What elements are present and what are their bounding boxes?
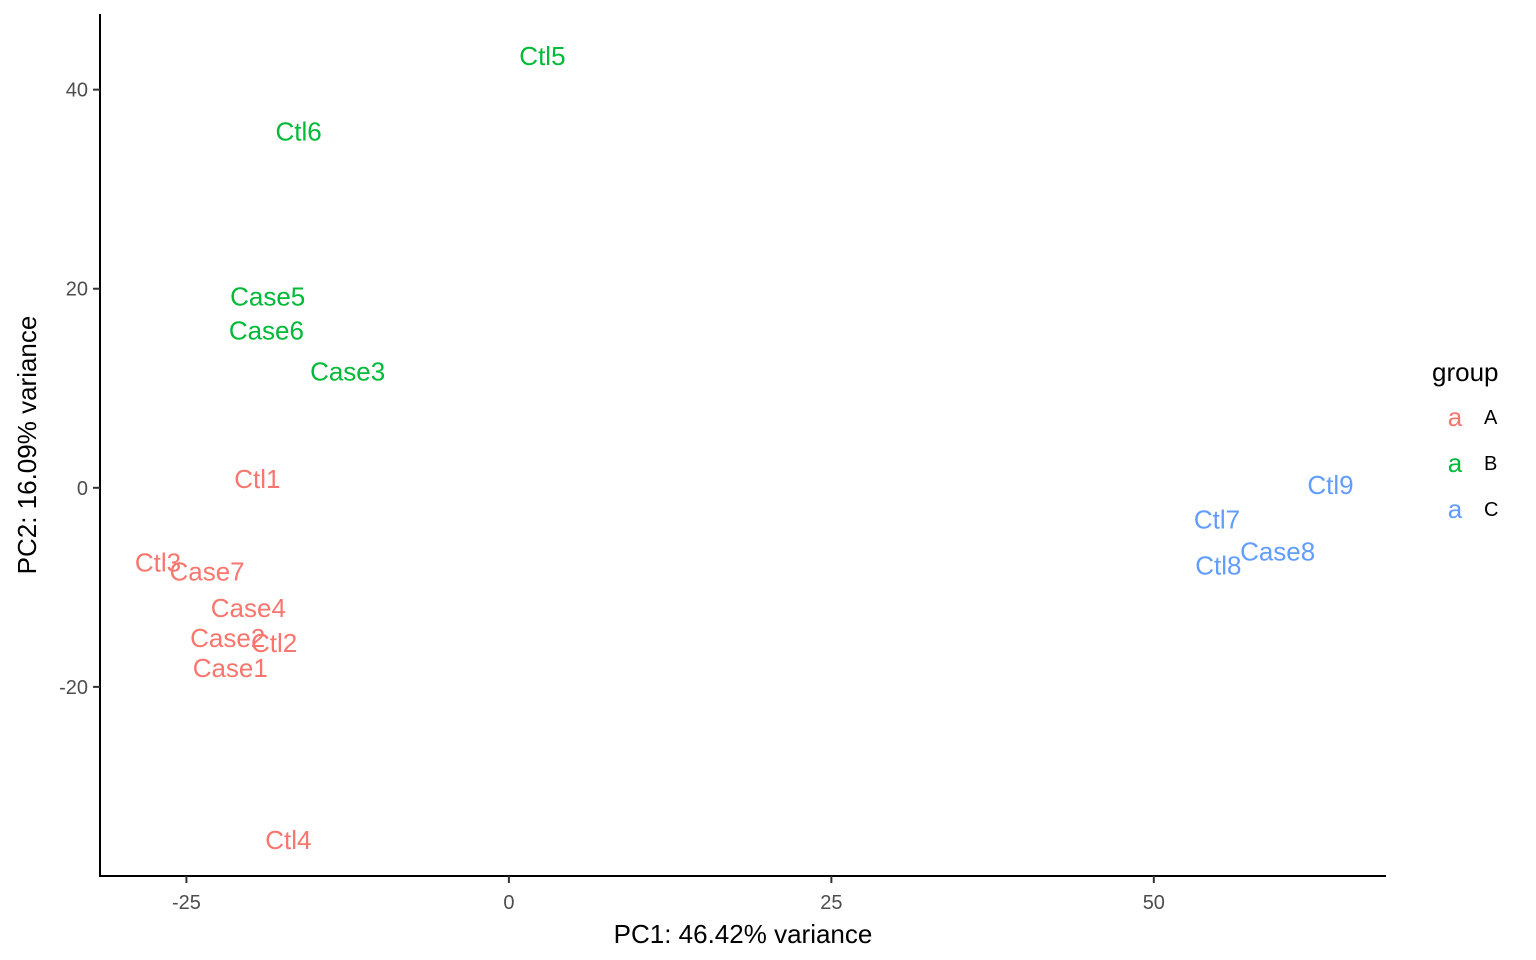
point-label-case2: Case2 — [190, 623, 265, 653]
y-tick-label: 40 — [66, 80, 88, 102]
legend: group a Aa Ba C — [1432, 357, 1499, 524]
point-label-ctl8: Ctl8 — [1195, 550, 1241, 580]
point-label-ctl2: Ctl2 — [251, 628, 297, 658]
point-label-case8: Case8 — [1240, 537, 1315, 567]
x-ticks: -25 0 25 50 — [172, 876, 1165, 914]
x-tick-label: -25 — [172, 892, 201, 914]
y-tick-label: 20 — [66, 279, 88, 301]
legend-key-c: a — [1448, 494, 1463, 524]
y-axis-title: PC2: 16.09% variance — [12, 316, 42, 575]
point-label-ctl1: Ctl1 — [234, 464, 280, 494]
x-tick-label: 25 — [820, 892, 842, 914]
point-label-case5: Case5 — [230, 282, 305, 312]
legend-label-a: A — [1484, 407, 1498, 429]
legend-entries: a Aa Ba C — [1448, 402, 1499, 524]
point-label-ctl3: Ctl3 — [135, 547, 181, 577]
point-label-ctl6: Ctl6 — [276, 116, 322, 146]
axes — [99, 14, 1386, 877]
point-label-case4: Case4 — [211, 593, 286, 623]
point-label-ctl9: Ctl9 — [1307, 470, 1353, 500]
legend-label-b: B — [1484, 453, 1497, 475]
point-label-case1: Case1 — [193, 653, 268, 683]
legend-key-b: a — [1448, 448, 1463, 478]
x-axis-title: PC1: 46.42% variance — [614, 919, 873, 949]
y-tick-label: 0 — [77, 478, 88, 500]
y-tick-label: -20 — [59, 677, 88, 699]
point-label-ctl5: Ctl5 — [519, 41, 565, 71]
x-tick-label: 0 — [503, 892, 514, 914]
y-ticks: -20 0 20 40 — [59, 80, 100, 699]
point-label-case7: Case7 — [169, 556, 244, 586]
point-label-case3: Case3 — [310, 356, 385, 386]
legend-key-a: a — [1448, 402, 1463, 432]
x-tick-label: 50 — [1143, 892, 1165, 914]
legend-title: group — [1432, 357, 1499, 387]
legend-label-c: C — [1484, 499, 1498, 521]
point-label-case6: Case6 — [229, 316, 304, 346]
point-label-ctl4: Ctl4 — [265, 825, 311, 855]
point-label-ctl7: Ctl7 — [1194, 505, 1240, 535]
